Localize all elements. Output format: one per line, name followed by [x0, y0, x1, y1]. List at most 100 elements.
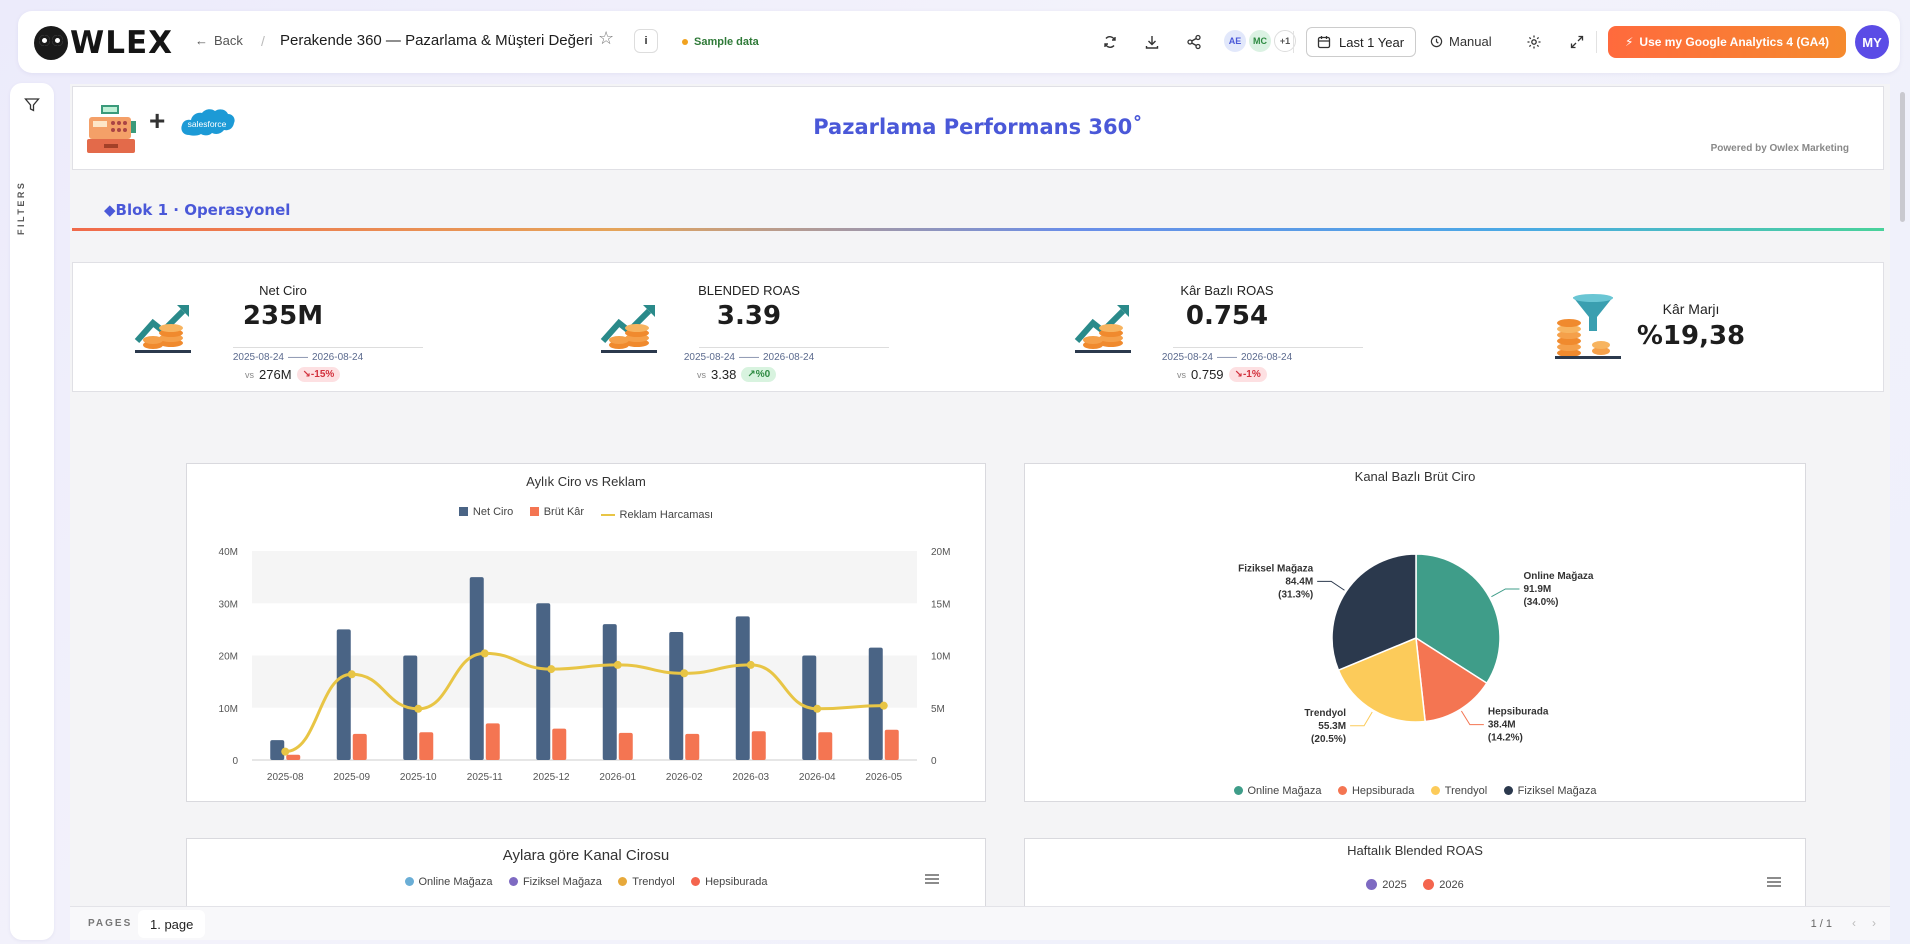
owlex-logo[interactable]: WLEX [34, 25, 173, 61]
bar-net-ciro [868, 647, 883, 760]
trend-up-badge: ↗%0 [741, 367, 777, 382]
next-page-icon[interactable]: › [1872, 916, 1876, 930]
x-tick-label: 2026-03 [732, 772, 769, 783]
x-tick-label: 2025-09 [333, 772, 370, 783]
breadcrumb-separator: / [261, 33, 265, 49]
chart-menu-icon[interactable] [1767, 877, 1781, 887]
plus-sign: + [149, 105, 166, 136]
pie-data-label: 91.9M [1523, 584, 1551, 595]
chart-menu-icon[interactable] [925, 874, 939, 884]
pie-data-label: (20.5%) [1311, 734, 1346, 745]
y-right-tick-label: 20M [931, 547, 950, 558]
line-point [547, 665, 556, 674]
kpi-date-range: 2025-08-24 —— 2026-08-24 [683, 352, 815, 363]
chart-title: Kanal Bazlı Brüt Ciro [1354, 469, 1476, 484]
legend-item[interactable]: Online Mağaza [404, 876, 493, 888]
kpi-row: Net Ciro 235M 2025-08-24 —— 2026-08-24 vs 2… [72, 262, 1884, 392]
kpi-card-net-ciro: Net Ciro 235M 2025-08-24 —— 2026-08-24 vs 2… [133, 263, 433, 393]
kpi-divider [699, 347, 889, 348]
pie-leader-line [1350, 711, 1373, 727]
collaborator-avatar[interactable]: MC [1249, 30, 1271, 52]
date-range-button[interactable]: Last 1 Year [1306, 27, 1416, 57]
pie-data-label: Trendyol [1304, 708, 1346, 719]
use-ga4-label: Use my Google Analytics 4 (GA4) [1639, 35, 1830, 49]
vertical-scrollbar[interactable] [1900, 92, 1905, 222]
line-point [480, 649, 489, 658]
kpi-divider [233, 347, 423, 348]
line-point [281, 747, 290, 756]
pie-data-label: Online Mağaza [1523, 571, 1593, 582]
refresh-mode-label: Manual [1449, 34, 1492, 49]
user-avatar[interactable]: MY [1855, 25, 1889, 59]
pie-data-label: 84.4M [1285, 576, 1313, 587]
x-tick-label: 2025-08 [267, 772, 304, 783]
pie-slice [1415, 636, 1488, 723]
bar-brut-kar [552, 728, 567, 760]
legend-item[interactable]: Trendyol [1430, 785, 1487, 797]
pie-slice [1331, 553, 1417, 672]
refresh-mode-button[interactable]: Manual [1430, 34, 1492, 49]
bar-brut-kar [751, 731, 766, 760]
sample-data-badge: Sample data [682, 36, 759, 48]
pie-data-label: Fiziksel Mağaza [1238, 563, 1313, 574]
share-icon[interactable] [1182, 30, 1206, 54]
legend-item[interactable]: Reklam Harcaması [600, 509, 713, 521]
legend-item[interactable]: Hepsiburada [1337, 785, 1414, 797]
settings-gear-icon[interactable] [1522, 30, 1546, 54]
y-left-tick-label: 0 [232, 756, 238, 767]
favorite-star-icon[interactable]: ☆ [598, 28, 615, 48]
funnel-coins-icon [1555, 294, 1621, 359]
x-tick-label: 2026-05 [865, 772, 902, 783]
line-point [414, 704, 423, 713]
pie-data-label: (31.3%) [1278, 589, 1313, 600]
bar-brut-kar [685, 733, 700, 760]
bar-brut-kar [485, 723, 500, 760]
trend-down-badge: ↘-15% [296, 367, 341, 382]
legend-item[interactable]: Fiziksel Mağaza [1503, 785, 1596, 797]
y-left-tick-label: 40M [219, 547, 238, 558]
bar-brut-kar [286, 754, 301, 760]
filters-label: FILTERS [16, 180, 26, 235]
legend-item[interactable]: Brüt Kâr [529, 506, 584, 518]
line-point [813, 704, 822, 713]
filter-funnel-icon[interactable] [24, 97, 40, 113]
y-right-tick-label: 10M [931, 652, 950, 663]
pie-leader-line [1491, 588, 1520, 598]
legend-item[interactable]: Online Mağaza [1233, 785, 1322, 797]
collaborator-avatar[interactable]: AE [1224, 30, 1246, 52]
x-tick-label: 2026-02 [666, 772, 703, 783]
page-tab[interactable]: 1. page [138, 910, 206, 938]
pages-label: PAGES [88, 918, 133, 929]
legend-item[interactable]: 2025 [1366, 879, 1407, 891]
use-ga4-button[interactable]: ⚡ Use my Google Analytics 4 (GA4) [1608, 26, 1846, 58]
sample-data-label: Sample data [694, 36, 759, 48]
chart-card-weekly-roas: Haftalık Blended ROAS 2025 2026 [1024, 838, 1806, 906]
bar-net-ciro [536, 603, 551, 760]
filters-rail[interactable]: FILTERS [10, 83, 54, 940]
back-button[interactable]: ← Back [195, 33, 243, 48]
more-collaborators-badge[interactable]: +1 [1274, 30, 1296, 52]
arrow-left-icon: ← [195, 33, 208, 48]
page-count: 1 / 1 [1810, 918, 1832, 930]
legend-item[interactable]: Net Ciro [458, 506, 513, 518]
chart-title: Aylık Ciro vs Reklam [526, 474, 646, 489]
chart-title: Aylara göre Kanal Cirosu [502, 847, 670, 864]
chart-legend: Online Mağaza Hepsiburada Trendyol Fizik… [1025, 782, 1805, 800]
growth-chart-coins-icon [134, 305, 191, 353]
kpi-date-range: 2025-08-24 —— 2026-08-24 [232, 352, 364, 363]
legend-item[interactable]: Trendyol [618, 876, 675, 888]
info-icon[interactable]: i [634, 29, 658, 53]
legend-item[interactable]: Hepsiburada [691, 876, 767, 888]
x-tick-label: 2025-12 [533, 772, 570, 783]
refresh-icon[interactable] [1098, 30, 1122, 54]
fullscreen-icon[interactable] [1565, 30, 1589, 54]
growth-chart-coins-icon [1074, 305, 1131, 353]
line-reklam-harcamasi [285, 651, 884, 754]
pie-chart: Online Mağaza 91.9M (34.0%) Hepsiburada 38.4… [1238, 553, 1594, 745]
clock-icon [1430, 35, 1443, 48]
legend-item[interactable]: 2026 [1423, 879, 1464, 891]
chart-legend: 2025 2026 [1025, 877, 1805, 895]
prev-page-icon[interactable]: ‹ [1852, 916, 1856, 930]
legend-item[interactable]: Fiziksel Mağaza [508, 876, 602, 888]
download-icon[interactable] [1140, 30, 1164, 54]
